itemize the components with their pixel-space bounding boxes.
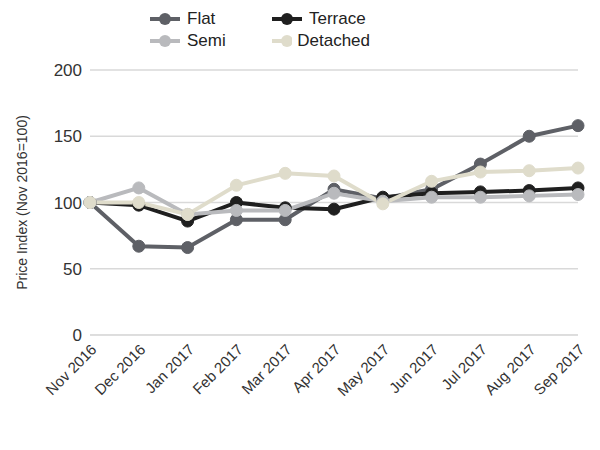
svg-text:Jul 2017: Jul 2017 [437, 340, 491, 393]
svg-text:Jun 2017: Jun 2017 [386, 341, 442, 397]
svg-text:Apr 2017: Apr 2017 [288, 340, 344, 396]
svg-text:200: 200 [54, 61, 82, 80]
svg-text:Dec 2016: Dec 2016 [91, 341, 148, 398]
svg-text:Sep 2017: Sep 2017 [530, 341, 587, 398]
svg-text:0: 0 [73, 326, 82, 345]
html-text:Semi: Semi [187, 31, 226, 50]
svg-text:150: 150 [54, 127, 82, 146]
svg-text:Aug 2017: Aug 2017 [481, 341, 538, 398]
svg-text:Jan 2017: Jan 2017 [142, 341, 198, 397]
svg-text:Nov 2016: Nov 2016 [42, 341, 99, 398]
svg-text:May 2017: May 2017 [334, 341, 393, 400]
svg-text:Feb 2017: Feb 2017 [189, 341, 246, 398]
svg-text:100: 100 [54, 194, 82, 213]
svg-text:Mar 2017: Mar 2017 [238, 341, 295, 398]
html-text:Flat: Flat [187, 9, 216, 28]
html-text:Terrace: Terrace [309, 9, 366, 28]
svg-text:Price Index (Nov 2016=100): Price Index (Nov 2016=100) [14, 115, 30, 290]
html-text:Detached: Detached [297, 31, 370, 50]
svg-text:50: 50 [63, 260, 82, 279]
